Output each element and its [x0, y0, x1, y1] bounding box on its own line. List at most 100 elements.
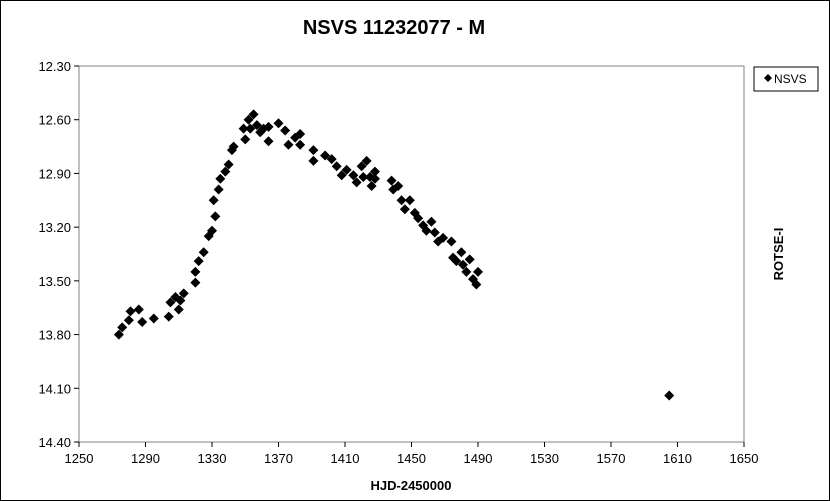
data-point — [133, 304, 144, 315]
x-tick-label: 1450 — [397, 451, 426, 466]
data-point — [243, 114, 254, 125]
data-point — [308, 145, 319, 156]
data-point — [178, 288, 189, 299]
data-point — [113, 329, 124, 340]
data-point — [175, 295, 186, 306]
x-tick-label: 1650 — [730, 451, 759, 466]
y-tick-label: 12.30 — [38, 59, 71, 74]
data-point — [399, 204, 410, 215]
data-point — [198, 247, 209, 258]
data-point — [361, 155, 372, 166]
data-point — [308, 155, 319, 166]
data-point — [273, 118, 284, 129]
data-point — [438, 232, 449, 243]
data-point — [413, 213, 424, 224]
data-point — [228, 141, 239, 152]
y-axis-label: ROTSE-I — [771, 228, 786, 281]
data-point — [220, 166, 231, 177]
data-point — [163, 311, 174, 322]
data-point — [396, 195, 407, 206]
data-point — [446, 236, 457, 247]
data-point — [123, 315, 134, 326]
legend-entry-nsvs: NSVS — [774, 72, 807, 86]
data-point — [193, 256, 204, 267]
data-point — [429, 227, 440, 238]
data-point — [251, 120, 262, 131]
data-point — [326, 154, 337, 165]
x-tick-label: 1250 — [65, 451, 94, 466]
x-tick-label: 1330 — [198, 451, 227, 466]
data-point — [117, 322, 128, 333]
data-point — [351, 177, 362, 188]
data-point — [213, 184, 224, 195]
data-point — [190, 266, 201, 277]
data-point — [207, 225, 217, 236]
data-point — [165, 297, 176, 308]
data-point — [283, 139, 294, 150]
data-point — [464, 254, 475, 265]
data-point — [473, 266, 483, 277]
x-tick-label: 1490 — [464, 451, 493, 466]
data-point — [190, 277, 201, 288]
data-point — [421, 225, 432, 236]
data-point — [369, 166, 380, 177]
data-point — [280, 125, 291, 136]
data-point — [208, 195, 219, 206]
x-tick-label: 1410 — [331, 451, 360, 466]
chart-title: NSVS 11232077 - M — [303, 17, 485, 39]
y-tick-label: 14.40 — [38, 435, 71, 450]
data-point — [210, 211, 221, 222]
x-tick-label: 1610 — [663, 451, 692, 466]
data-point — [215, 173, 226, 184]
data-point — [461, 266, 472, 277]
data-point — [173, 304, 184, 315]
data-point — [369, 173, 380, 184]
data-point — [451, 256, 462, 267]
data-point — [366, 180, 377, 191]
data-point — [295, 129, 306, 140]
data-point — [331, 161, 342, 172]
data-point — [263, 136, 274, 147]
data-point — [356, 161, 367, 172]
data-point — [125, 306, 136, 317]
data-point — [341, 164, 352, 175]
y-tick-label: 12.60 — [38, 113, 71, 128]
y-tick-label: 13.20 — [38, 220, 71, 235]
data-point — [386, 175, 397, 186]
y-tick-label: 13.80 — [38, 328, 71, 343]
data-point — [245, 123, 256, 134]
data-point — [348, 170, 359, 181]
data-point — [404, 195, 415, 206]
x-tick-label: 1530 — [530, 451, 559, 466]
y-tick-label: 13.50 — [38, 274, 71, 289]
x-tick-label: 1370 — [264, 451, 293, 466]
legend-marker-icon — [764, 74, 772, 82]
data-point — [458, 259, 469, 270]
x-tick-label: 1570 — [597, 451, 626, 466]
data-point — [223, 159, 234, 170]
plot-area — [78, 65, 745, 443]
data-point — [336, 170, 347, 181]
x-axis-label: HJD-2450000 — [371, 478, 452, 493]
data-point — [426, 216, 437, 227]
data-point — [320, 150, 331, 161]
data-point — [137, 317, 148, 328]
data-point — [664, 390, 675, 401]
legend: NSVS — [753, 66, 819, 92]
data-point — [358, 172, 369, 183]
data-point — [263, 121, 274, 132]
data-point — [238, 123, 249, 134]
legend-box — [753, 66, 819, 92]
data-point — [456, 247, 467, 258]
data-point — [471, 279, 482, 290]
x-tick-label: 1290 — [131, 451, 160, 466]
data-point — [393, 180, 404, 191]
data-point — [240, 134, 251, 145]
y-tick-label: 12.90 — [38, 166, 71, 181]
y-tick-label: 14.10 — [38, 381, 71, 396]
data-point — [295, 139, 306, 150]
data-point — [148, 313, 159, 324]
data-point — [248, 109, 259, 120]
